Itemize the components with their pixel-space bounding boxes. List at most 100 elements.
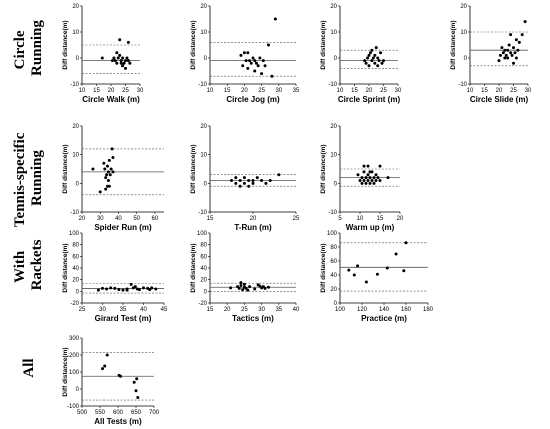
y-axis-title: Diff distance(m) bbox=[450, 20, 457, 69]
row-label-line: Circle bbox=[12, 30, 28, 69]
x-tick-label: 30 bbox=[97, 216, 104, 222]
y-axis-title: Diff distance(m) bbox=[62, 20, 69, 69]
data-point bbox=[132, 380, 136, 384]
data-point bbox=[509, 33, 513, 37]
data-point bbox=[242, 176, 246, 180]
x-axis-title: Circle Slide (m) bbox=[470, 95, 529, 104]
x-tick-label: 40 bbox=[115, 216, 122, 222]
y-axis-title: Diff distance(m) bbox=[320, 20, 327, 69]
x-tick-label: 35 bbox=[293, 88, 300, 94]
data-point bbox=[118, 38, 122, 42]
data-point bbox=[118, 53, 122, 57]
data-point bbox=[376, 64, 380, 68]
data-point bbox=[113, 59, 117, 63]
data-point bbox=[148, 288, 152, 292]
y-tick-label: 60 bbox=[330, 259, 337, 265]
y-tick-label: 80 bbox=[72, 243, 79, 249]
data-point bbox=[111, 170, 115, 174]
x-tick-label: 30 bbox=[275, 88, 282, 94]
data-point bbox=[367, 64, 371, 68]
data-point bbox=[135, 377, 139, 381]
data-point bbox=[385, 266, 389, 270]
y-tick-label: 40 bbox=[72, 266, 79, 272]
x-tick-label: 25 bbox=[510, 88, 517, 94]
y-tick-label: 20 bbox=[72, 124, 79, 130]
data-point bbox=[101, 367, 105, 371]
y-tick-label: 20 bbox=[330, 4, 337, 10]
data-point bbox=[376, 176, 380, 180]
x-tick-label: 20 bbox=[224, 307, 231, 313]
data-point bbox=[366, 56, 370, 60]
data-point bbox=[121, 56, 125, 60]
svg-text:All: All bbox=[21, 358, 37, 377]
data-point bbox=[356, 173, 360, 177]
row-label-line: With bbox=[12, 250, 28, 283]
data-point bbox=[107, 158, 111, 162]
data-point bbox=[514, 38, 518, 42]
x-tick-label: 140 bbox=[379, 307, 390, 313]
data-point bbox=[364, 280, 368, 284]
data-point bbox=[498, 53, 502, 57]
row-label-line: Tennis-specific bbox=[12, 132, 28, 227]
data-point bbox=[362, 164, 366, 168]
x-tick-label: 600 bbox=[113, 410, 124, 416]
data-point bbox=[103, 364, 107, 368]
data-point bbox=[251, 181, 255, 185]
y-tick-label: 300 bbox=[69, 336, 80, 342]
data-point bbox=[358, 178, 362, 182]
y-tick-label: 20 bbox=[330, 124, 337, 130]
data-point bbox=[126, 59, 130, 63]
y-tick-label: 20 bbox=[460, 4, 467, 10]
data-point bbox=[368, 170, 372, 174]
data-point bbox=[503, 48, 507, 52]
y-axis-title: Diff distance(m) bbox=[62, 144, 69, 193]
data-point bbox=[386, 176, 390, 180]
x-tick-label: 30 bbox=[137, 88, 144, 94]
x-tick-label: 650 bbox=[131, 410, 142, 416]
y-tick-label: 0 bbox=[76, 387, 80, 393]
x-tick-label: 500 bbox=[77, 410, 88, 416]
data-point bbox=[134, 389, 138, 393]
data-point bbox=[506, 48, 510, 52]
data-point bbox=[121, 64, 125, 68]
data-point bbox=[352, 273, 356, 277]
data-point bbox=[248, 285, 252, 289]
y-tick-label: 0 bbox=[204, 56, 208, 62]
x-tick-label: 35 bbox=[120, 307, 127, 313]
x-tick-label: 30 bbox=[258, 307, 265, 313]
x-tick-label: 180 bbox=[423, 307, 434, 313]
x-tick-label: 40 bbox=[140, 307, 147, 313]
y-tick-label: -20 bbox=[198, 301, 207, 307]
data-point bbox=[247, 178, 251, 182]
data-point bbox=[366, 178, 370, 182]
data-point bbox=[117, 288, 121, 292]
data-point bbox=[108, 173, 112, 177]
y-tick-label: 200 bbox=[69, 353, 80, 359]
data-point bbox=[128, 61, 132, 65]
y-tick-label: -10 bbox=[328, 82, 337, 88]
data-point bbox=[106, 164, 110, 168]
data-point bbox=[119, 59, 123, 63]
data-point bbox=[244, 59, 248, 63]
y-tick-label: 20 bbox=[72, 4, 79, 10]
x-tick-label: 25 bbox=[380, 88, 387, 94]
data-point bbox=[360, 176, 364, 180]
x-tick-label: 15 bbox=[351, 88, 358, 94]
data-point bbox=[516, 48, 520, 52]
y-axis-title: Diff distance(m) bbox=[320, 144, 327, 193]
data-point bbox=[126, 40, 130, 44]
data-point bbox=[125, 288, 129, 292]
y-tick-label: 100 bbox=[69, 231, 80, 237]
x-tick-label: 25 bbox=[79, 307, 86, 313]
data-point bbox=[266, 285, 270, 289]
data-point bbox=[242, 181, 246, 185]
y-tick-label: 10 bbox=[200, 153, 207, 159]
x-tick-label: 700 bbox=[149, 410, 160, 416]
data-point bbox=[119, 374, 123, 378]
y-tick-label: 60 bbox=[200, 254, 207, 260]
data-point bbox=[362, 170, 366, 174]
data-point bbox=[241, 64, 245, 68]
x-tick-label: 20 bbox=[366, 88, 373, 94]
row-label-line: Running bbox=[29, 20, 45, 76]
